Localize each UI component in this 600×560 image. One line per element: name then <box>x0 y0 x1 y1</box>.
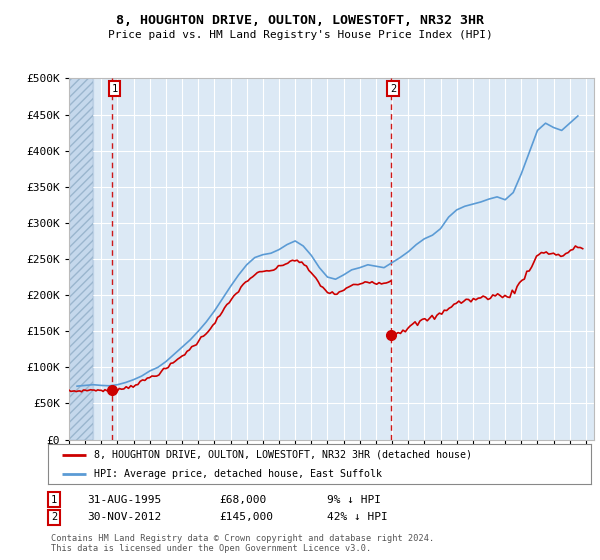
Text: 8, HOUGHTON DRIVE, OULTON, LOWESTOFT, NR32 3HR: 8, HOUGHTON DRIVE, OULTON, LOWESTOFT, NR… <box>116 14 484 27</box>
Text: 1: 1 <box>51 494 57 505</box>
Text: 31-AUG-1995: 31-AUG-1995 <box>87 494 161 505</box>
Text: 2: 2 <box>51 512 57 522</box>
Text: Contains HM Land Registry data © Crown copyright and database right 2024.
This d: Contains HM Land Registry data © Crown c… <box>51 534 434 553</box>
Text: 2: 2 <box>390 84 397 94</box>
Text: HPI: Average price, detached house, East Suffolk: HPI: Average price, detached house, East… <box>94 469 382 478</box>
Text: 1: 1 <box>112 84 118 94</box>
Text: 42% ↓ HPI: 42% ↓ HPI <box>327 512 388 522</box>
Text: £68,000: £68,000 <box>219 494 266 505</box>
Bar <box>69 78 93 440</box>
Bar <box>69 78 93 440</box>
Text: 8, HOUGHTON DRIVE, OULTON, LOWESTOFT, NR32 3HR (detached house): 8, HOUGHTON DRIVE, OULTON, LOWESTOFT, NR… <box>94 450 472 460</box>
Text: 9% ↓ HPI: 9% ↓ HPI <box>327 494 381 505</box>
Text: Price paid vs. HM Land Registry's House Price Index (HPI): Price paid vs. HM Land Registry's House … <box>107 30 493 40</box>
Text: £145,000: £145,000 <box>219 512 273 522</box>
Text: 30-NOV-2012: 30-NOV-2012 <box>87 512 161 522</box>
